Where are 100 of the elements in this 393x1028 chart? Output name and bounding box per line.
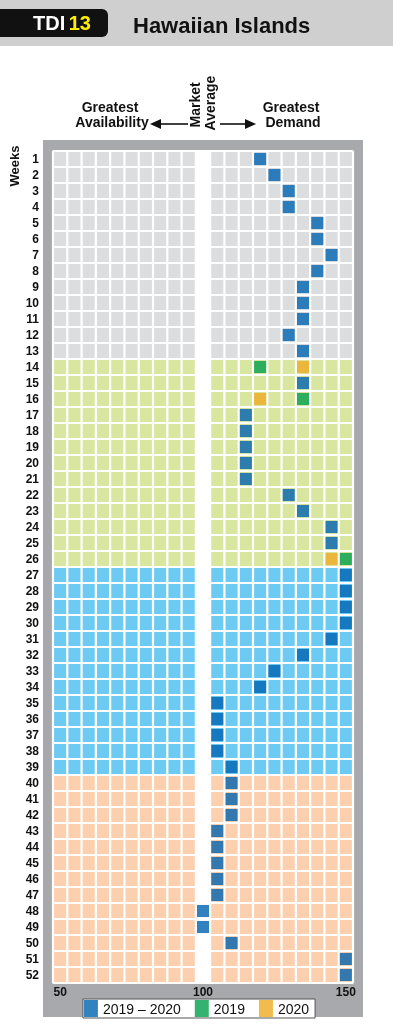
y-tick-label: 16 (25, 392, 40, 406)
point (211, 744, 224, 758)
y-tick-label: 45 (25, 856, 40, 870)
point (311, 216, 324, 230)
text: Greatest Demand (262, 98, 324, 130)
y-tick-label: 28 (25, 584, 40, 598)
legend-label: 2019 – 2020 (102, 1000, 181, 1017)
y-tick-label: 50 (25, 936, 40, 950)
y-tick-label: 20 (25, 456, 40, 470)
point (239, 440, 252, 454)
point (339, 952, 352, 966)
y-tick-label: 14 (25, 360, 40, 374)
point (282, 184, 295, 198)
x-tick-label: 50 (53, 985, 68, 999)
y-tick-label: 7 (32, 248, 40, 262)
y-tick-label: 37 (25, 728, 40, 742)
point (325, 520, 338, 534)
point (268, 168, 281, 182)
point (339, 584, 352, 598)
y-tick-label: 22 (25, 488, 40, 502)
point (339, 552, 352, 566)
point (225, 808, 238, 822)
point (254, 360, 267, 374)
y-tick-label: 6 (32, 232, 40, 246)
point (296, 392, 310, 406)
y-tick-label: 26 (25, 552, 40, 566)
point (211, 696, 224, 710)
y-tick-label: 30 (25, 616, 40, 630)
point (296, 312, 310, 326)
point (225, 776, 238, 790)
y-tick-label: 15 (25, 376, 40, 390)
y-tick-label: 25 (25, 536, 40, 550)
y-tick-label: 40 (25, 776, 40, 790)
legend-label: 2020 (277, 1000, 310, 1017)
point (325, 536, 338, 550)
point (296, 280, 310, 294)
x-tick-label: 150 (335, 985, 357, 999)
point (225, 760, 238, 774)
y-tick-label: 4 (32, 200, 40, 214)
y-tick-label: 17 (25, 408, 40, 422)
y-tick-label: 9 (32, 280, 40, 294)
point (196, 920, 210, 934)
y-tick-label: 5 (32, 216, 40, 230)
point (211, 872, 224, 886)
point (211, 824, 224, 838)
point (225, 792, 238, 806)
point (211, 712, 224, 726)
y-tick-label: 24 (25, 520, 40, 534)
y-tick-label: 29 (25, 600, 40, 614)
y-tick-label: 18 (25, 424, 40, 438)
y-tick-label: 42 (25, 808, 40, 822)
y-tick-label: 48 (25, 904, 40, 918)
y-tick-label: 46 (25, 872, 40, 886)
point (339, 616, 352, 630)
point (282, 200, 295, 214)
point (325, 248, 338, 262)
point (211, 728, 224, 742)
point (196, 904, 210, 918)
point (339, 568, 352, 582)
point (254, 680, 267, 694)
point (296, 376, 310, 390)
point (325, 552, 338, 566)
point (296, 648, 310, 662)
y-tick-label: 36 (25, 712, 40, 726)
y-tick-label: 10 (25, 296, 40, 310)
point (339, 600, 352, 614)
y-tick-label: 47 (25, 888, 40, 902)
y-tick-label: 27 (25, 568, 40, 582)
y-tick-label: 35 (25, 696, 40, 710)
point (311, 264, 324, 278)
y-tick-label: 31 (25, 632, 40, 646)
x-tick-label: 100 (192, 985, 214, 999)
y-tick-label: 51 (25, 952, 40, 966)
y-tick-label: 32 (25, 648, 40, 662)
y-tick-label: 39 (25, 760, 40, 774)
point (239, 424, 252, 438)
y-tick-label: 11 (26, 312, 40, 326)
point (311, 232, 324, 246)
y-tick-label: 19 (25, 440, 40, 454)
point (211, 840, 224, 854)
y-tick-label: 21 (25, 472, 40, 486)
chart-title: Hawaiian Islands (133, 12, 311, 38)
legend-label: 2019 (213, 1000, 246, 1017)
point (296, 360, 310, 374)
chart-subtitle: TDI 13 (33, 12, 91, 34)
y-tick-label: 33 (25, 664, 40, 678)
point (225, 936, 238, 950)
point (211, 856, 224, 870)
y-tick-label: 52 (25, 968, 40, 982)
y-tick-label: 49 (25, 920, 40, 934)
point (254, 392, 267, 406)
point (211, 888, 224, 902)
point (296, 344, 310, 358)
text: Greatest Availability (75, 98, 149, 130)
text: Market Average (186, 75, 218, 131)
point (325, 632, 338, 646)
y-tick-label: 23 (25, 504, 40, 518)
y-tick-label: 38 (25, 744, 40, 758)
point (239, 456, 252, 470)
y-tick-label: 12 (25, 328, 40, 342)
